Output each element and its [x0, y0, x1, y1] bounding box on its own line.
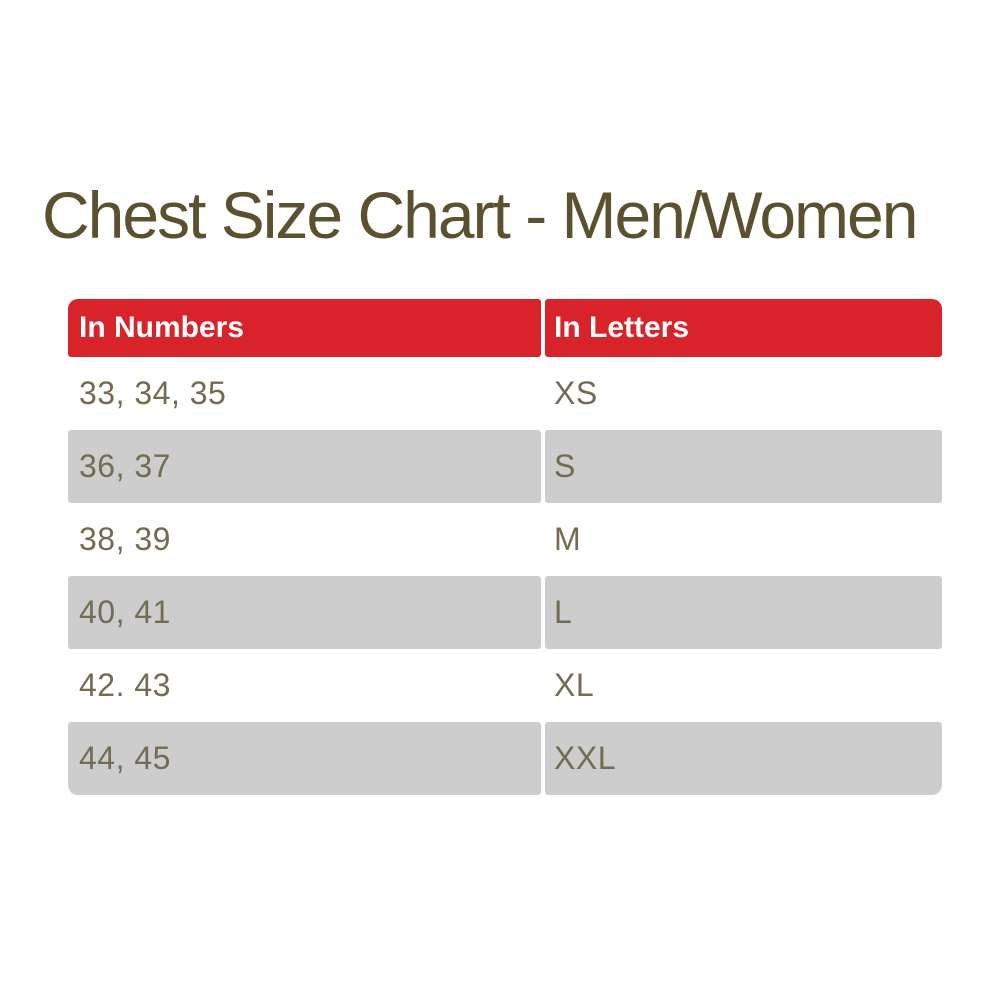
table-row: 42. 43 XL [68, 649, 942, 722]
header-cell-in-numbers: In Numbers [68, 299, 541, 357]
cell-letters: XL [554, 667, 595, 703]
cell-letters: L [545, 576, 942, 649]
cell-numbers: 38, 39 [79, 521, 171, 557]
table-row: 33, 34, 35 XS [68, 357, 942, 430]
cell-numbers: 36, 37 [68, 430, 541, 503]
cell-letters: XS [554, 375, 598, 411]
table-row: 38, 39 M [68, 503, 942, 576]
page-title: Chest Size Chart - Men/Women [42, 178, 918, 252]
header-cell-in-letters: In Letters [545, 299, 942, 357]
size-chart-table: In Numbers In Letters 33, 34, 35 XS 36, … [68, 299, 942, 795]
table-body: 33, 34, 35 XS 36, 37 S 38, 39 M 40, 41 L… [68, 357, 942, 795]
cell-letters: XXL [545, 722, 942, 795]
header-row: In Numbers In Letters [68, 299, 942, 357]
cell-numbers: 42. 43 [79, 667, 171, 703]
table-row: 44, 45 XXL [68, 722, 942, 795]
cell-numbers: 40, 41 [68, 576, 541, 649]
table-row: 36, 37 S [68, 430, 942, 503]
cell-letters: S [545, 430, 942, 503]
cell-letters: M [554, 521, 582, 557]
cell-numbers: 44, 45 [68, 722, 541, 795]
table-row: 40, 41 L [68, 576, 942, 649]
cell-numbers: 33, 34, 35 [79, 375, 227, 411]
